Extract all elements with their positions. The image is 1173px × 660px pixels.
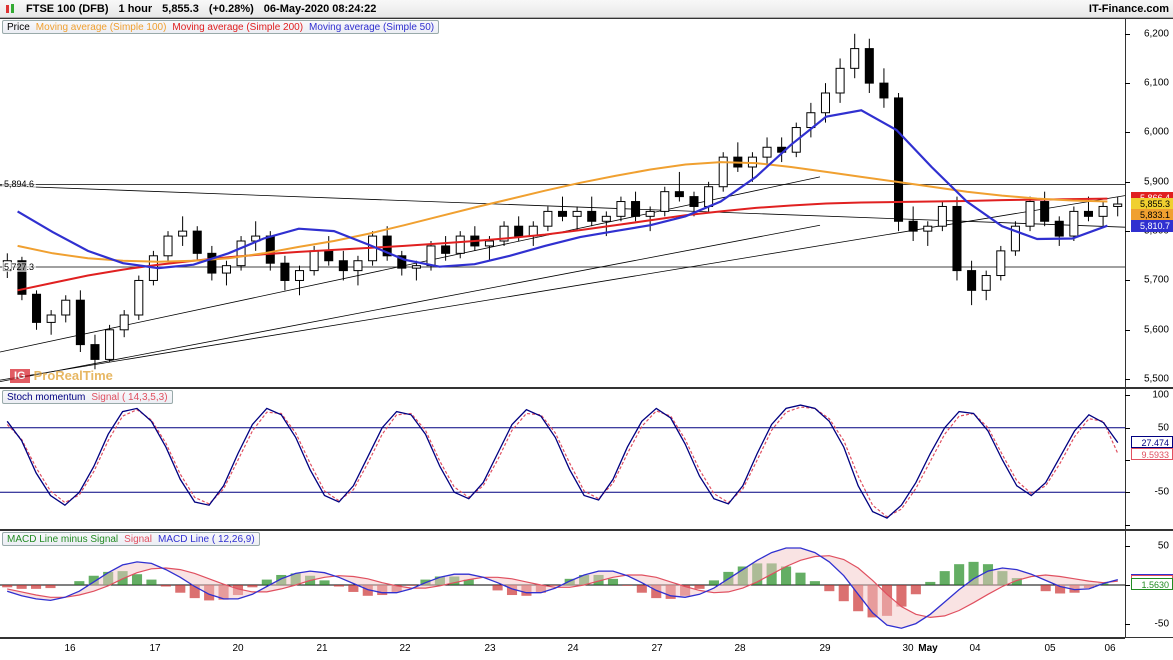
symbol: FTSE 100 (DFB) [26,3,109,15]
timeframe: 1 hour [119,3,153,15]
xtick-label: 04 [969,643,980,654]
legend-item: Signal [124,534,152,545]
price-plot [0,19,1125,389]
xtick-label: 06 [1104,643,1115,654]
xtick-label: 21 [316,643,327,654]
ytick-label: 100 [1152,390,1169,401]
change-pct: (+0.28%) [209,3,254,15]
legend-item: Stoch momentum [7,392,85,403]
prorealtime-label: ProRealTime [34,368,113,383]
macd-yaxis: -50506.86255.30651.5630 [1125,531,1173,637]
xtick-label: 23 [484,643,495,654]
xtick-label: 05 [1044,643,1055,654]
legend-item: Moving average (Simple 200) [172,22,303,33]
ytick-label: 50 [1158,422,1169,433]
xtick-label: 24 [567,643,578,654]
ytick-label: -50 [1155,618,1169,629]
last-price: 5,855.3 [162,3,199,15]
xtick-label: 29 [819,643,830,654]
xtick-label: 17 [149,643,160,654]
ytick-label: 6,100 [1144,78,1169,89]
price-legend: Price Moving average (Simple 100) Moving a… [2,20,439,34]
watermark: IG ProRealTime [10,368,113,383]
hline-label: 5,894.6 [2,179,36,189]
xtick-label: 22 [399,643,410,654]
legend-item: MACD Line ( 12,26,9) [158,534,255,545]
legend-item: Signal ( 14,3,5,3) [91,392,167,403]
ytick-label: -50 [1155,487,1169,498]
price-yaxis: 5,5005,6005,7005,8005,9006,0006,1006,200… [1125,19,1173,387]
xtick-label: 27 [651,643,662,654]
stochastic-chart[interactable]: Stoch momentum Signal ( 14,3,5,3) -50 50 10… [0,388,1173,530]
ytick-label: 6,200 [1144,28,1169,39]
source: IT-Finance.com [1089,3,1169,15]
ig-logo: IG [10,369,30,383]
price-tag: 27.474 [1131,436,1173,448]
ytick-label: 5,700 [1144,275,1169,286]
hline-label: 5,727.3 [2,262,36,272]
macd-legend: MACD Line minus Signal Signal MACD Line ( … [2,532,260,546]
stoch-yaxis: -50 50 100 27.4749.5933 [1125,389,1173,529]
legend-item: MACD Line minus Signal [7,534,118,545]
xtick-label: 30 [902,643,913,654]
price-chart[interactable]: Price Moving average (Simple 100) Moving a… [0,18,1173,388]
xtick-label: 28 [734,643,745,654]
xtick-label: May [918,643,937,654]
ytick-label: 50 [1158,541,1169,552]
price-tag: 9.5933 [1131,448,1173,460]
legend-item: Price [7,22,30,33]
price-tag: 5,810.7 [1131,220,1173,232]
macd-chart[interactable]: MACD Line minus Signal Signal MACD Line ( … [0,530,1173,638]
ytick-label: 5,500 [1144,374,1169,385]
legend-item: Moving average (Simple 50) [309,22,434,33]
legend-item: Moving average (Simple 100) [36,22,167,33]
ytick-label: 6,000 [1144,127,1169,138]
price-tag: 1.5630 [1131,578,1173,590]
candle-icon [4,3,16,15]
time-axis: 16 17 20 21 22 23 24 27 28 29 30 May 04 05 06 [0,638,1125,660]
ytick-label: 5,600 [1144,324,1169,335]
chart-header: FTSE 100 (DFB) 1 hour 5,855.3 (+0.28%) 0… [0,0,1173,18]
ytick-label: 5,900 [1144,176,1169,187]
macd-plot [0,531,1125,639]
stoch-legend: Stoch momentum Signal ( 14,3,5,3) [2,390,173,404]
stoch-plot [0,389,1125,531]
xtick-label: 20 [232,643,243,654]
datetime: 06-May-2020 08:24:22 [264,3,377,15]
xtick-label: 16 [64,643,75,654]
